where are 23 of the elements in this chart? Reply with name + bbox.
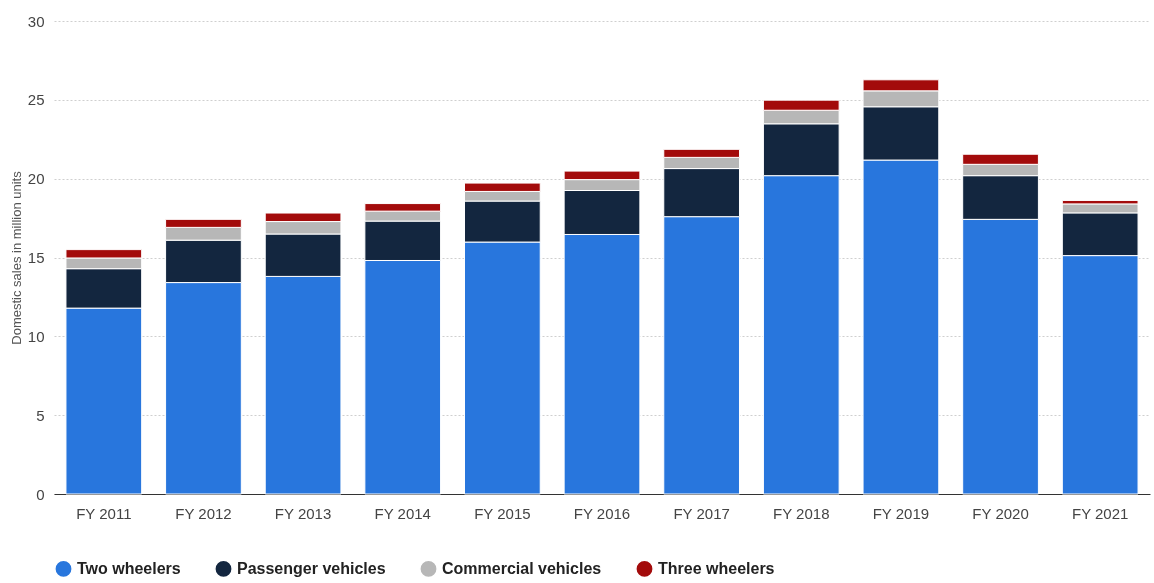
x-tick-label: FY 2011: [76, 504, 132, 522]
x-tick-label: FY 2016: [573, 504, 631, 522]
y-tick-label: 5: [36, 406, 45, 424]
legend-label: Passenger vehicles: [237, 559, 386, 577]
x-tick-label: FY 2017: [673, 504, 730, 522]
x-tick-label: FY 2014: [374, 504, 431, 522]
x-tick-label: FY 2019: [872, 504, 930, 522]
y-tick-label: 20: [27, 170, 45, 188]
legend-label: Commercial vehicles: [442, 559, 602, 577]
y-tick-label: 25: [27, 91, 45, 109]
x-tick-label: FY 2015: [474, 504, 531, 522]
y-tick-label: 10: [27, 327, 45, 345]
y-tick-label: 15: [27, 249, 45, 266]
legend-label: Two wheelers: [77, 559, 181, 577]
x-tick-label: FY 2018: [773, 504, 830, 522]
x-tick-label: FY 2020: [972, 504, 1029, 522]
legend-label: Three wheelers: [658, 559, 775, 577]
y-axis-title: Domestic sales in million units: [8, 170, 24, 345]
x-tick-label: FY 2012: [175, 504, 232, 522]
x-tick-label: FY 2013: [274, 504, 332, 522]
x-tick-label: FY 2021: [1071, 504, 1129, 522]
y-tick-label: 0: [36, 485, 45, 503]
y-tick-label: 30: [27, 12, 45, 30]
